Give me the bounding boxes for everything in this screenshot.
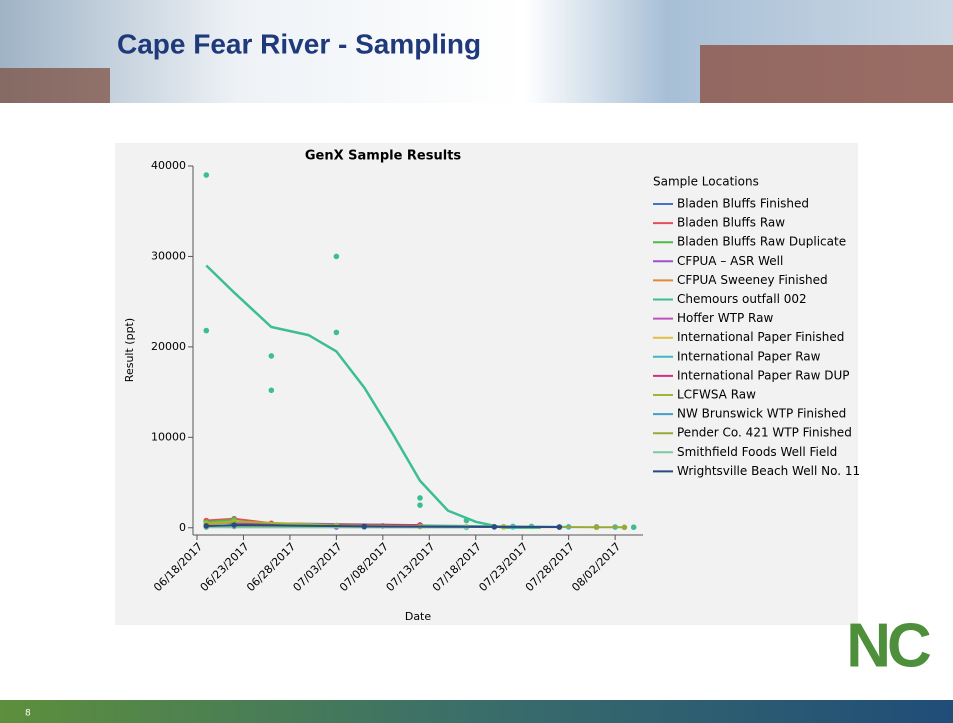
y-tick-label: 40000	[151, 159, 186, 172]
legend-title: Sample Locations	[653, 175, 759, 189]
legend-label: NW Brunswick WTP Finished	[677, 407, 846, 421]
data-point	[361, 524, 367, 530]
legend-label: International Paper Raw DUP	[677, 368, 850, 382]
legend-label: Bladen Bluffs Raw	[677, 216, 785, 230]
chart-title: GenX Sample Results	[305, 149, 462, 164]
data-point	[631, 524, 637, 530]
y-tick-label: 0	[179, 521, 186, 534]
data-point	[269, 353, 275, 359]
footer-bar	[0, 700, 953, 723]
logo: NC	[846, 611, 931, 680]
legend-label: International Paper Raw	[677, 349, 821, 363]
data-point	[203, 172, 209, 178]
legend-label: Bladen Bluffs Finished	[677, 197, 809, 211]
data-point	[557, 524, 563, 530]
data-point	[417, 502, 423, 508]
page-number: 8	[25, 709, 31, 719]
data-point	[417, 495, 423, 501]
y-tick-label: 10000	[151, 430, 186, 443]
legend-label: International Paper Finished	[677, 330, 844, 344]
y-tick-label: 20000	[151, 340, 186, 353]
data-point	[203, 328, 209, 334]
legend-label: Hoffer WTP Raw	[677, 311, 773, 325]
legend-label: CFPUA – ASR Well	[677, 254, 783, 268]
data-point	[334, 330, 340, 336]
slide-title: Cape Fear River - Sampling	[117, 28, 481, 59]
data-point	[203, 523, 209, 529]
slide: Cape Fear River - Sampling GenX Sample R…	[0, 0, 953, 723]
banner-ship	[700, 45, 953, 103]
data-point	[464, 518, 470, 524]
legend-label: Pender Co. 421 WTP Finished	[677, 426, 852, 440]
data-point	[594, 524, 600, 530]
legend-label: LCFWSA Raw	[677, 388, 756, 402]
y-tick-label: 30000	[151, 249, 186, 262]
data-point	[622, 525, 628, 531]
x-axis-label: Date	[405, 610, 432, 623]
legend-label: Smithfield Foods Well Field	[677, 445, 837, 459]
banner-ship	[0, 68, 110, 103]
y-axis-label: Result (ppt)	[123, 318, 136, 382]
data-point	[231, 522, 237, 528]
data-point	[269, 387, 275, 393]
legend-label: Bladen Bluffs Raw Duplicate	[677, 235, 846, 249]
legend-label: Chemours outfall 002	[677, 292, 807, 306]
legend-label: Wrightsville Beach Well No. 11	[677, 464, 860, 478]
data-point	[334, 254, 340, 260]
legend-label: CFPUA Sweeney Finished	[677, 273, 828, 287]
page: Cape Fear River - Sampling GenX Sample R…	[0, 0, 953, 723]
data-point	[492, 524, 498, 530]
